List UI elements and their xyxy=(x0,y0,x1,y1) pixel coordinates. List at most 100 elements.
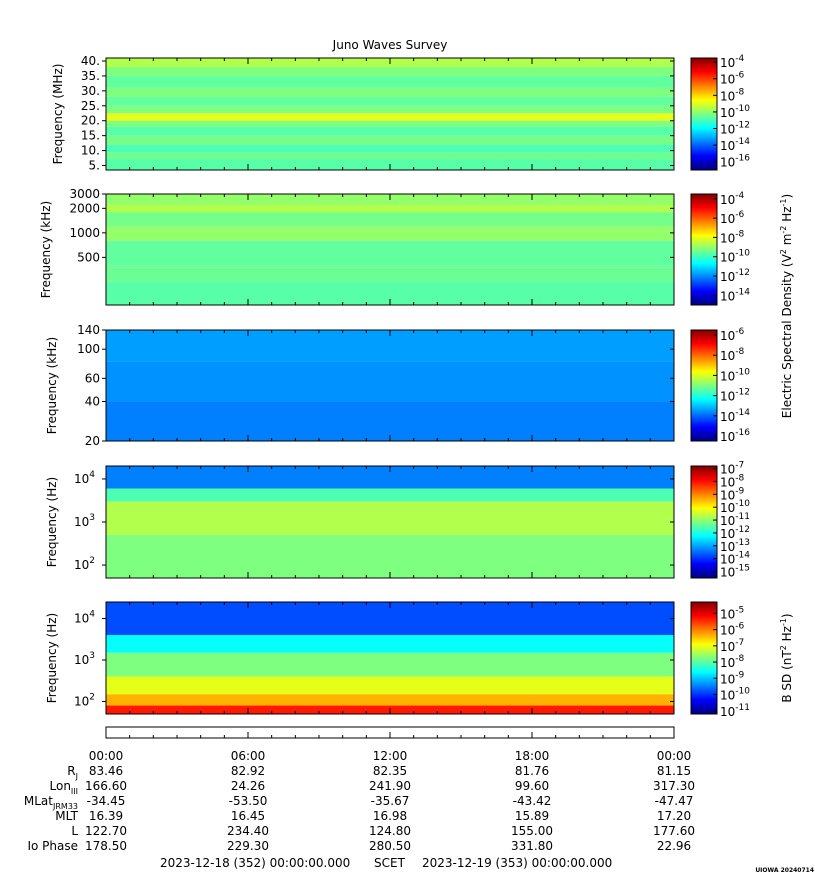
colorbar-tick-label: 10-12 xyxy=(720,268,750,284)
colorbar-tick-label: 10-14 xyxy=(720,408,750,424)
y-tick-label: 1000 xyxy=(69,226,100,240)
y-tick-label: 60 xyxy=(85,371,100,385)
y-tick-label: 103 xyxy=(74,651,95,667)
panel-hz_e: 104 103 102 Frequency (Hz) 10-710-810-910-10… xyxy=(45,461,750,580)
y-tick-label: 40. xyxy=(81,54,100,68)
colorbar-tick-label: 10-14 xyxy=(720,137,750,153)
y-axis-label: Frequency (kHz) xyxy=(45,337,59,434)
heatmap-band xyxy=(106,87,674,97)
colorbar-label-magnetic: B SD (nT2 Hz-1) xyxy=(779,613,794,702)
heatmap-band xyxy=(106,226,674,241)
y-tick-label: 102 xyxy=(74,693,95,709)
colorbar-tick-label: 10-8 xyxy=(720,87,745,103)
heatmap-band xyxy=(106,652,674,677)
colorbar-gradient xyxy=(690,465,718,579)
colorbar-gradient xyxy=(690,601,718,715)
y-tick-label: 500 xyxy=(77,250,100,264)
y-tick-label: 104 xyxy=(74,470,95,486)
heatmap-band xyxy=(106,152,674,160)
colorbar-tick-label: 10-10 xyxy=(720,367,750,383)
ephemeris-value: 83.46 xyxy=(89,764,123,778)
heatmap-band xyxy=(106,120,674,127)
colorbar-tick-label: 10-9 xyxy=(720,670,745,686)
ephemeris-value: 166.60 xyxy=(85,779,127,793)
time-label: 12:00 xyxy=(373,749,408,763)
ephemeris-value: 124.80 xyxy=(369,824,411,838)
ephemeris-value: 17.20 xyxy=(657,809,691,823)
ephemeris-value: 81.15 xyxy=(657,764,691,778)
y-axis-label: Frequency (kHz) xyxy=(39,201,53,298)
colorbar-tick-label: 10-8 xyxy=(720,229,745,245)
colorbar-hz_e: 10-710-810-910-1010-1110-1210-1310-1410-… xyxy=(690,461,750,580)
ephemeris-value: 99.60 xyxy=(515,779,549,793)
colorbar-khz_high: 10-4 10-6 10-8 10-10 10-12 10-14 xyxy=(690,191,750,306)
colorbar-tick-label: 10-11 xyxy=(720,703,750,719)
ephemeris-value: 16.39 xyxy=(89,809,123,823)
heatmap-band xyxy=(106,212,674,227)
ephemeris-value: 280.50 xyxy=(369,839,411,853)
ephemeris-value: 317.30 xyxy=(653,779,695,793)
colorbar-tick-label: 10-10 xyxy=(720,104,750,120)
ephemeris-value: 331.80 xyxy=(511,839,553,853)
ephemeris-value: 178.50 xyxy=(85,839,127,853)
ephemeris-value: -34.45 xyxy=(87,794,126,808)
colorbar-tick-label: 10-6 xyxy=(720,327,745,343)
ephemeris-value: 81.76 xyxy=(515,764,549,778)
heatmap-band xyxy=(106,75,674,88)
colorbar-tick-label: 10-10 xyxy=(720,249,750,265)
ephemeris-value: 241.90 xyxy=(369,779,411,793)
y-tick-label: 2000 xyxy=(69,201,100,215)
colorbar-tick-label: 10-12 xyxy=(720,121,750,137)
colorbar-label-electric: Electric Spectral Density (V2 m-2 Hz-1) xyxy=(779,194,794,418)
y-tick-label: 20. xyxy=(81,114,100,128)
heatmap-band xyxy=(106,676,674,695)
ephemeris-value: -43.42 xyxy=(513,794,552,808)
heatmap-band xyxy=(106,144,674,153)
heatmap-band xyxy=(106,135,674,145)
footer-scet-label: SCET xyxy=(374,856,406,870)
heatmap-band xyxy=(106,66,674,76)
y-tick-label: 15. xyxy=(81,129,100,143)
ephemeris-value: 22.96 xyxy=(657,839,691,853)
colorbar-tick-label: 10-6 xyxy=(720,71,745,87)
colorbar-tick-label: 10-16 xyxy=(720,428,750,444)
y-tick-label: 10. xyxy=(81,144,100,158)
heatmap-band xyxy=(106,105,674,114)
ephemeris-table: 00:00 06:00 12:00 18:00 00:00 RJ 83.46 82.92 82.… xyxy=(24,726,695,853)
colorbar-tick-label: 10-4 xyxy=(720,54,745,70)
heatmap-band xyxy=(106,488,674,502)
ephemeris-row-label: RJ xyxy=(67,764,78,781)
colorbar-tick-label: 10-10 xyxy=(720,687,750,703)
y-axis-label: Frequency (MHz) xyxy=(51,64,65,165)
ephemeris-row-label: MLT xyxy=(55,809,78,823)
ephemeris-row-label: L xyxy=(71,824,78,838)
colorbar-gradient xyxy=(690,193,718,306)
y-tick-label: 40 xyxy=(85,394,100,408)
colorbar-tick-label: 10-14 xyxy=(720,287,750,303)
heatmap-band xyxy=(106,265,674,282)
time-label: 00:00 xyxy=(657,749,692,763)
ephemeris-value: 234.40 xyxy=(227,824,269,838)
colorbar-tick-label: 10-6 xyxy=(720,622,745,638)
time-label: 06:00 xyxy=(231,749,266,763)
colorbar-tick-label: 10-7 xyxy=(720,638,744,654)
y-tick-label: 100 xyxy=(77,342,100,356)
time-label: 00:00 xyxy=(89,749,124,763)
ephemeris-value: 16.98 xyxy=(373,809,407,823)
ephemeris-value: -35.67 xyxy=(371,794,410,808)
heatmap-band xyxy=(106,240,674,266)
y-tick-label: 30. xyxy=(81,84,100,98)
y-tick-label: 104 xyxy=(74,610,95,626)
y-tick-label: 102 xyxy=(74,556,95,572)
colorbar-tick-label: 10-16 xyxy=(720,154,750,170)
y-tick-label: 25. xyxy=(81,99,100,113)
y-tick-label: 140 xyxy=(77,323,100,337)
heatmap-band xyxy=(106,401,674,441)
ephemeris-value: 82.92 xyxy=(231,764,265,778)
panel-mhz: 40.35.30.25.20.15.10.5. Frequency (MHz) 10… xyxy=(51,54,750,173)
ephemeris-value: 82.35 xyxy=(373,764,407,778)
